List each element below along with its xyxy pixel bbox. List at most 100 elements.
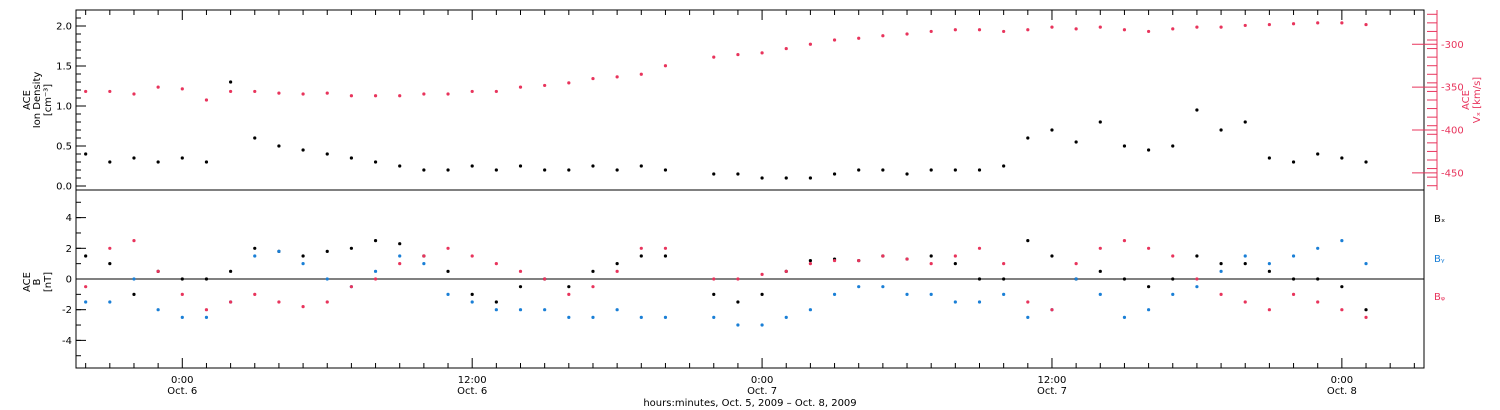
by-point [784,315,788,319]
bx-point [1316,277,1320,281]
vx-point [1098,25,1102,29]
top-left-axis: 0.0 0.5 1.0 1.5 2.0 [56,17,86,193]
ion-density-point [639,164,643,168]
ion-density-point [204,160,209,164]
ion-density-point [591,164,595,168]
bz-point [881,254,885,258]
bx-point [349,246,353,250]
vx-point [301,92,305,96]
top-left-tick-label: 1.5 [56,62,72,73]
vx-point [977,28,982,32]
x-tick-time: 0:00 [751,375,773,386]
by-point [1219,269,1223,273]
bx-point [567,285,571,289]
bx-point [229,269,233,273]
bz-point [204,308,209,312]
by-point [253,254,257,258]
ion-density-point [253,136,257,140]
x-tick-date: Oct. 7 [1037,386,1067,397]
top-left-tick-label: 1.0 [56,102,72,113]
by-point [108,300,112,304]
by-point [1171,292,1175,296]
bx-point [808,258,812,263]
ion-density-point [398,164,402,168]
bz-point [1171,254,1175,258]
vx-point [615,75,619,79]
vx-point [1316,21,1320,25]
ion-density-point [1219,128,1223,132]
bx-point [1050,254,1054,258]
vx-point [1171,27,1175,31]
by-point [180,315,184,319]
ion-density-point [1002,164,1006,168]
bx-point [1122,277,1127,281]
by-point [84,300,88,304]
ion-density-point [832,172,837,176]
bx-point [470,292,474,296]
vx-point [760,51,764,55]
legend-by: Bᵧ [1434,254,1445,265]
bx-point [591,269,595,273]
bz-point [567,292,571,296]
ion-density-point [1340,156,1344,160]
top-right-label-main: Vₓ [km/s] [1472,77,1483,123]
ion-density-point [494,168,498,172]
top-right-axis-label: ACE Vₓ [km/s] [1461,77,1483,123]
bx-point [1195,254,1199,258]
bz-point [1195,277,1199,281]
bottom-left-label-units: [nT] [43,272,54,292]
by-point [1243,254,1247,258]
ion-density-point [1364,160,1368,164]
vx-point [663,64,668,68]
ion-density-point [760,176,764,180]
bottom-left-tick-label: 2 [66,244,72,255]
bz-point [736,277,740,281]
top-right-axis: -300 -350 -400 -450 [1412,10,1464,190]
by-point [518,308,523,312]
bz-point [953,254,957,258]
top-right-tick-label: -350 [1441,83,1464,94]
bz-point [1291,292,1296,296]
by-point [156,308,160,312]
bottom-left-tick-label: -4 [62,336,72,347]
by-point [639,315,643,319]
bz-point [132,239,136,243]
by-point [977,300,982,304]
bz-point [639,246,643,250]
bx-point [1267,269,1271,273]
by-point [808,308,812,312]
by-point [1364,262,1368,266]
vx-point [277,91,281,95]
x-tick-date: Oct. 6 [457,386,487,397]
ion-density-point [84,152,88,156]
ion-density-point [905,172,909,176]
bx-point [84,254,88,258]
vx-point [470,89,474,94]
by-point [398,254,402,258]
vx-point [398,94,402,98]
bx-point [760,292,764,296]
bx-point [494,300,498,304]
ion-density-point [1195,108,1199,112]
bz-point [1147,246,1151,250]
legend-bx: Bₓ [1434,214,1445,225]
bz-point [325,300,329,304]
x-tick-time: 0:00 [1331,375,1353,386]
vx-point [857,36,861,40]
bx-point [1026,239,1030,243]
ion-density-point [422,168,426,172]
bx-point [1171,277,1175,281]
x-tick-time: 12:00 [458,375,487,386]
bx-point [639,254,643,258]
top-right-tick-label: -400 [1441,126,1464,137]
by-point [953,300,957,304]
by-point [567,315,571,319]
bz-point [663,246,668,250]
bz-point [1074,262,1078,266]
ion-density-point [663,168,668,172]
by-point [1074,277,1078,281]
bottom-left-tick-label: 0 [66,275,72,286]
bz-point [784,269,788,273]
bx-point [204,277,209,281]
ion-density-point [373,160,378,164]
